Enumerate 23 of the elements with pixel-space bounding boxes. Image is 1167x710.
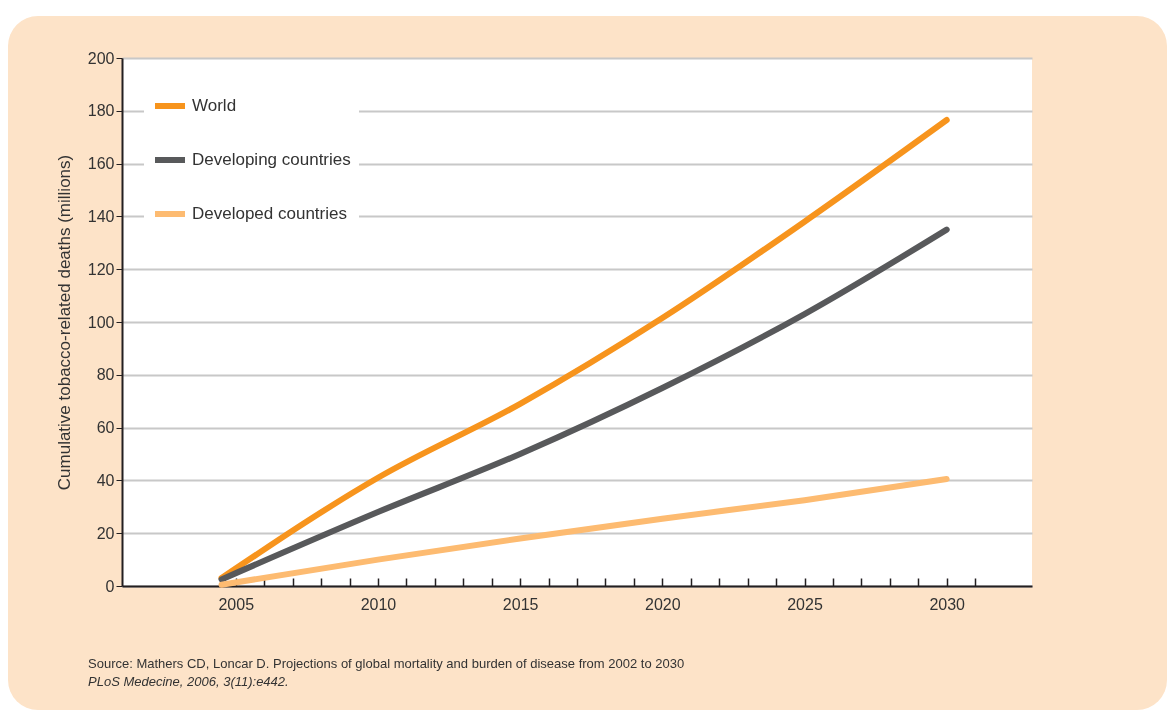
x-tick-label: 2020	[645, 595, 681, 613]
legend-label: Developing countries	[192, 150, 351, 169]
y-tick-label: 60	[96, 419, 115, 437]
x-tick-label: 2010	[360, 595, 397, 613]
legend-label: World	[192, 96, 237, 115]
y-tick-label: 180	[87, 102, 115, 120]
y-tick-label: 200	[87, 49, 115, 67]
x-tick-label: 2005	[218, 595, 255, 613]
x-tick-label: 2025	[787, 595, 823, 613]
text: PLoS Medecine, 2006, 3(11):e442.	[88, 673, 290, 691]
y-tick-label: 20	[96, 524, 115, 542]
y-tick-label: 100	[87, 313, 115, 331]
y-axis-title: Cumulative tobacco-related deaths (millions)	[54, 154, 74, 491]
legend-label: Developed countries	[192, 204, 347, 223]
y-tick-label: 80	[96, 366, 115, 384]
y-tick-label: 120	[87, 260, 115, 278]
x-tick-label: 2030	[929, 595, 966, 613]
x-tick-label: 2015	[502, 595, 539, 613]
y-tick-label: 0	[105, 577, 115, 595]
y-tick-label: 140	[87, 207, 115, 225]
y-tick-label: 160	[87, 155, 115, 173]
source-note: Source: Mathers CD, Loncar D. Projections of global mortality and burden of disease from 2002 to 2030	[88, 655, 685, 673]
y-tick-label: 40	[96, 471, 115, 489]
